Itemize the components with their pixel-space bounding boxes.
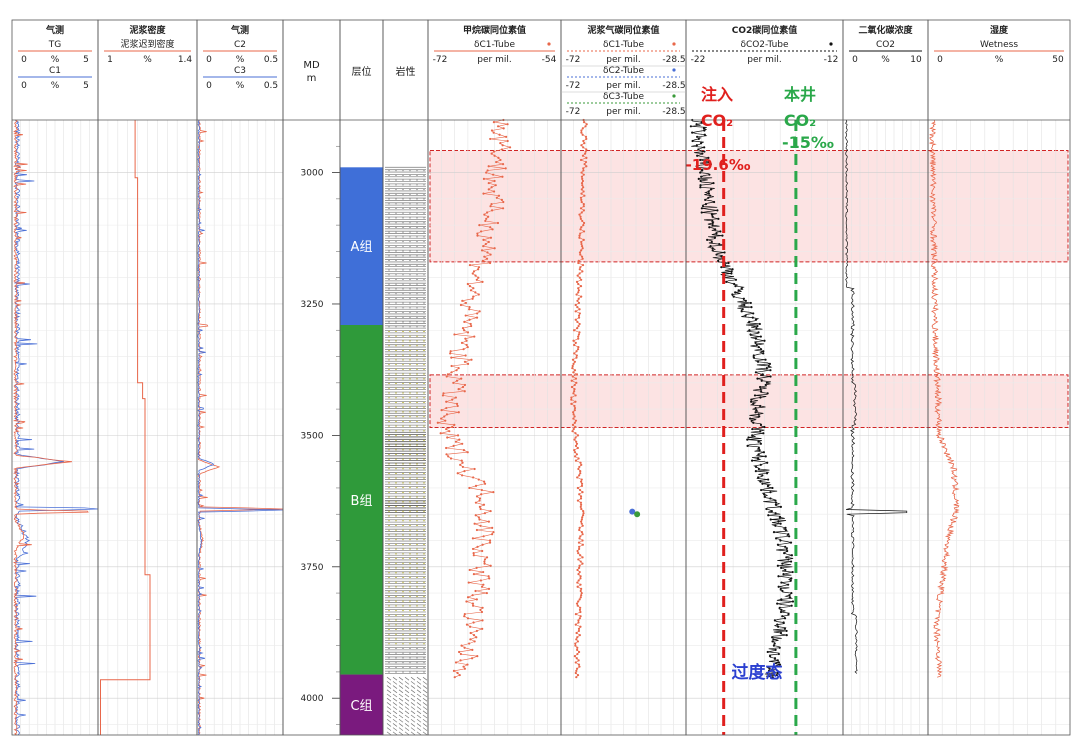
mudiso-max-3: -28.5 (662, 107, 685, 117)
mudiso-curve-name-1: δC1-Tube (603, 40, 644, 50)
mudiso-min-1: -72 (566, 55, 581, 65)
layer-label-1: A组 (351, 240, 373, 255)
c1iso-max-1: -54 (542, 55, 557, 65)
mudiso-max-2: -28.5 (662, 81, 685, 91)
mudiso-unit-3: per mil. (606, 107, 640, 117)
co2-min-1: 0 (852, 55, 858, 65)
co2-max-1: 10 (910, 55, 922, 65)
c3-curve (197, 119, 284, 736)
transition-state-label: 过度态 (732, 662, 783, 683)
density-header: 泥浆密度 (129, 24, 166, 36)
co2iso-unit-1: per mil. (747, 55, 781, 65)
co2iso-max-1: -12 (824, 55, 839, 65)
injected-co2-value: -19.6‰ (686, 156, 751, 174)
local-co2-label-2: CO₂ (784, 111, 816, 130)
mudiso-curve-name-3: δC3-Tube (603, 92, 644, 102)
gas1-min-2: 0 (21, 81, 27, 91)
mudiso-min-3: -72 (566, 107, 581, 117)
mudiso-header: 泥浆气碳同位素值 (587, 24, 659, 36)
wet-max-1: 50 (1052, 55, 1064, 65)
mudiso-min-2: -72 (566, 81, 581, 91)
md-tick-label: 3250 (301, 300, 324, 310)
wet-min-1: 0 (937, 55, 943, 65)
c1iso-header: 甲烷碳同位素值 (463, 24, 526, 36)
gas2-unit-2: % (236, 81, 245, 91)
mudiso-unit-2: per mil. (606, 81, 640, 91)
wet-curve-name-1: Wetness (980, 40, 1018, 50)
layer-label-3: C组 (350, 699, 372, 714)
density-min-1: 1 (107, 55, 113, 65)
wetness-curve (929, 119, 960, 678)
co2iso-header: CO2碳同位素值 (732, 24, 798, 36)
co2-header: 二氧化碳浓度 (858, 24, 913, 36)
gas1-unit-2: % (51, 81, 60, 91)
mudiso-curve-name-2: δC2-Tube (603, 66, 644, 76)
gas2-unit-1: % (236, 55, 245, 65)
co2-unit-1: % (881, 55, 890, 65)
co2-concentration-curve (845, 119, 908, 674)
md-tick-label: 4000 (301, 694, 324, 704)
md-unit: m (307, 73, 317, 84)
co2iso-min-1: -22 (691, 55, 706, 65)
layer-3 (340, 674, 383, 735)
wet-header: 湿度 (990, 24, 1009, 36)
mudiso-unit-1: per mil. (606, 55, 640, 65)
gas1-curve-name-1: TG (48, 40, 61, 50)
md-header: MD (303, 60, 320, 71)
co2iso-curve-name-1: δCO2-Tube (740, 40, 789, 50)
gas1-max-2: 5 (83, 81, 89, 91)
gas2-min-2: 0 (206, 81, 212, 91)
gas2-header: 气测 (230, 24, 249, 36)
gas1-min-1: 0 (21, 55, 27, 65)
layer-2 (340, 325, 383, 675)
density-max-1: 1.4 (178, 55, 193, 65)
md-tick-label: 3000 (301, 169, 324, 179)
layer-1 (340, 167, 383, 325)
injected-co2-label-1: 注入 (701, 85, 733, 104)
density-unit-1: % (143, 55, 152, 65)
mudiso-max-1: -28.5 (662, 55, 685, 65)
local-co2-label-1: 本井 (784, 85, 816, 104)
c1iso-curve-name-1: δC1-Tube (474, 40, 515, 50)
gas1-unit-1: % (51, 55, 60, 65)
gas1-header: 气测 (45, 24, 64, 36)
md-tick-label: 3750 (301, 563, 324, 573)
gas2-curve-name-2: C3 (234, 66, 246, 76)
gas1-max-1: 5 (83, 55, 89, 65)
layer-header: 层位 (352, 65, 372, 78)
wet-unit-1: % (995, 55, 1004, 65)
gas2-max-2: 0.5 (264, 81, 278, 91)
tg-curve (12, 119, 89, 736)
co2-curve-name-1: CO2 (876, 40, 895, 50)
gas1-curve-name-2: C1 (49, 66, 61, 76)
mud-c3-isotope-point (634, 511, 641, 518)
gas2-min-1: 0 (206, 55, 212, 65)
co2-isotope-curve (690, 119, 794, 678)
lith-header: 岩性 (396, 65, 416, 78)
gas2-curve-name-1: C2 (234, 40, 246, 50)
injected-co2-label-2: CO₂ (701, 111, 733, 130)
gas2-max-1: 0.5 (264, 55, 278, 65)
mud-c2-isotope-point (629, 508, 636, 515)
layer-label-2: B组 (351, 494, 373, 509)
md-tick-label: 3500 (301, 431, 324, 441)
c1iso-unit-1: per mil. (477, 55, 511, 65)
c1iso-min-1: -72 (433, 55, 448, 65)
density-curve-name-1: 泥浆迟到密度 (120, 38, 174, 50)
density-curve (100, 120, 151, 735)
local-co2-value: -15‰ (782, 133, 834, 152)
